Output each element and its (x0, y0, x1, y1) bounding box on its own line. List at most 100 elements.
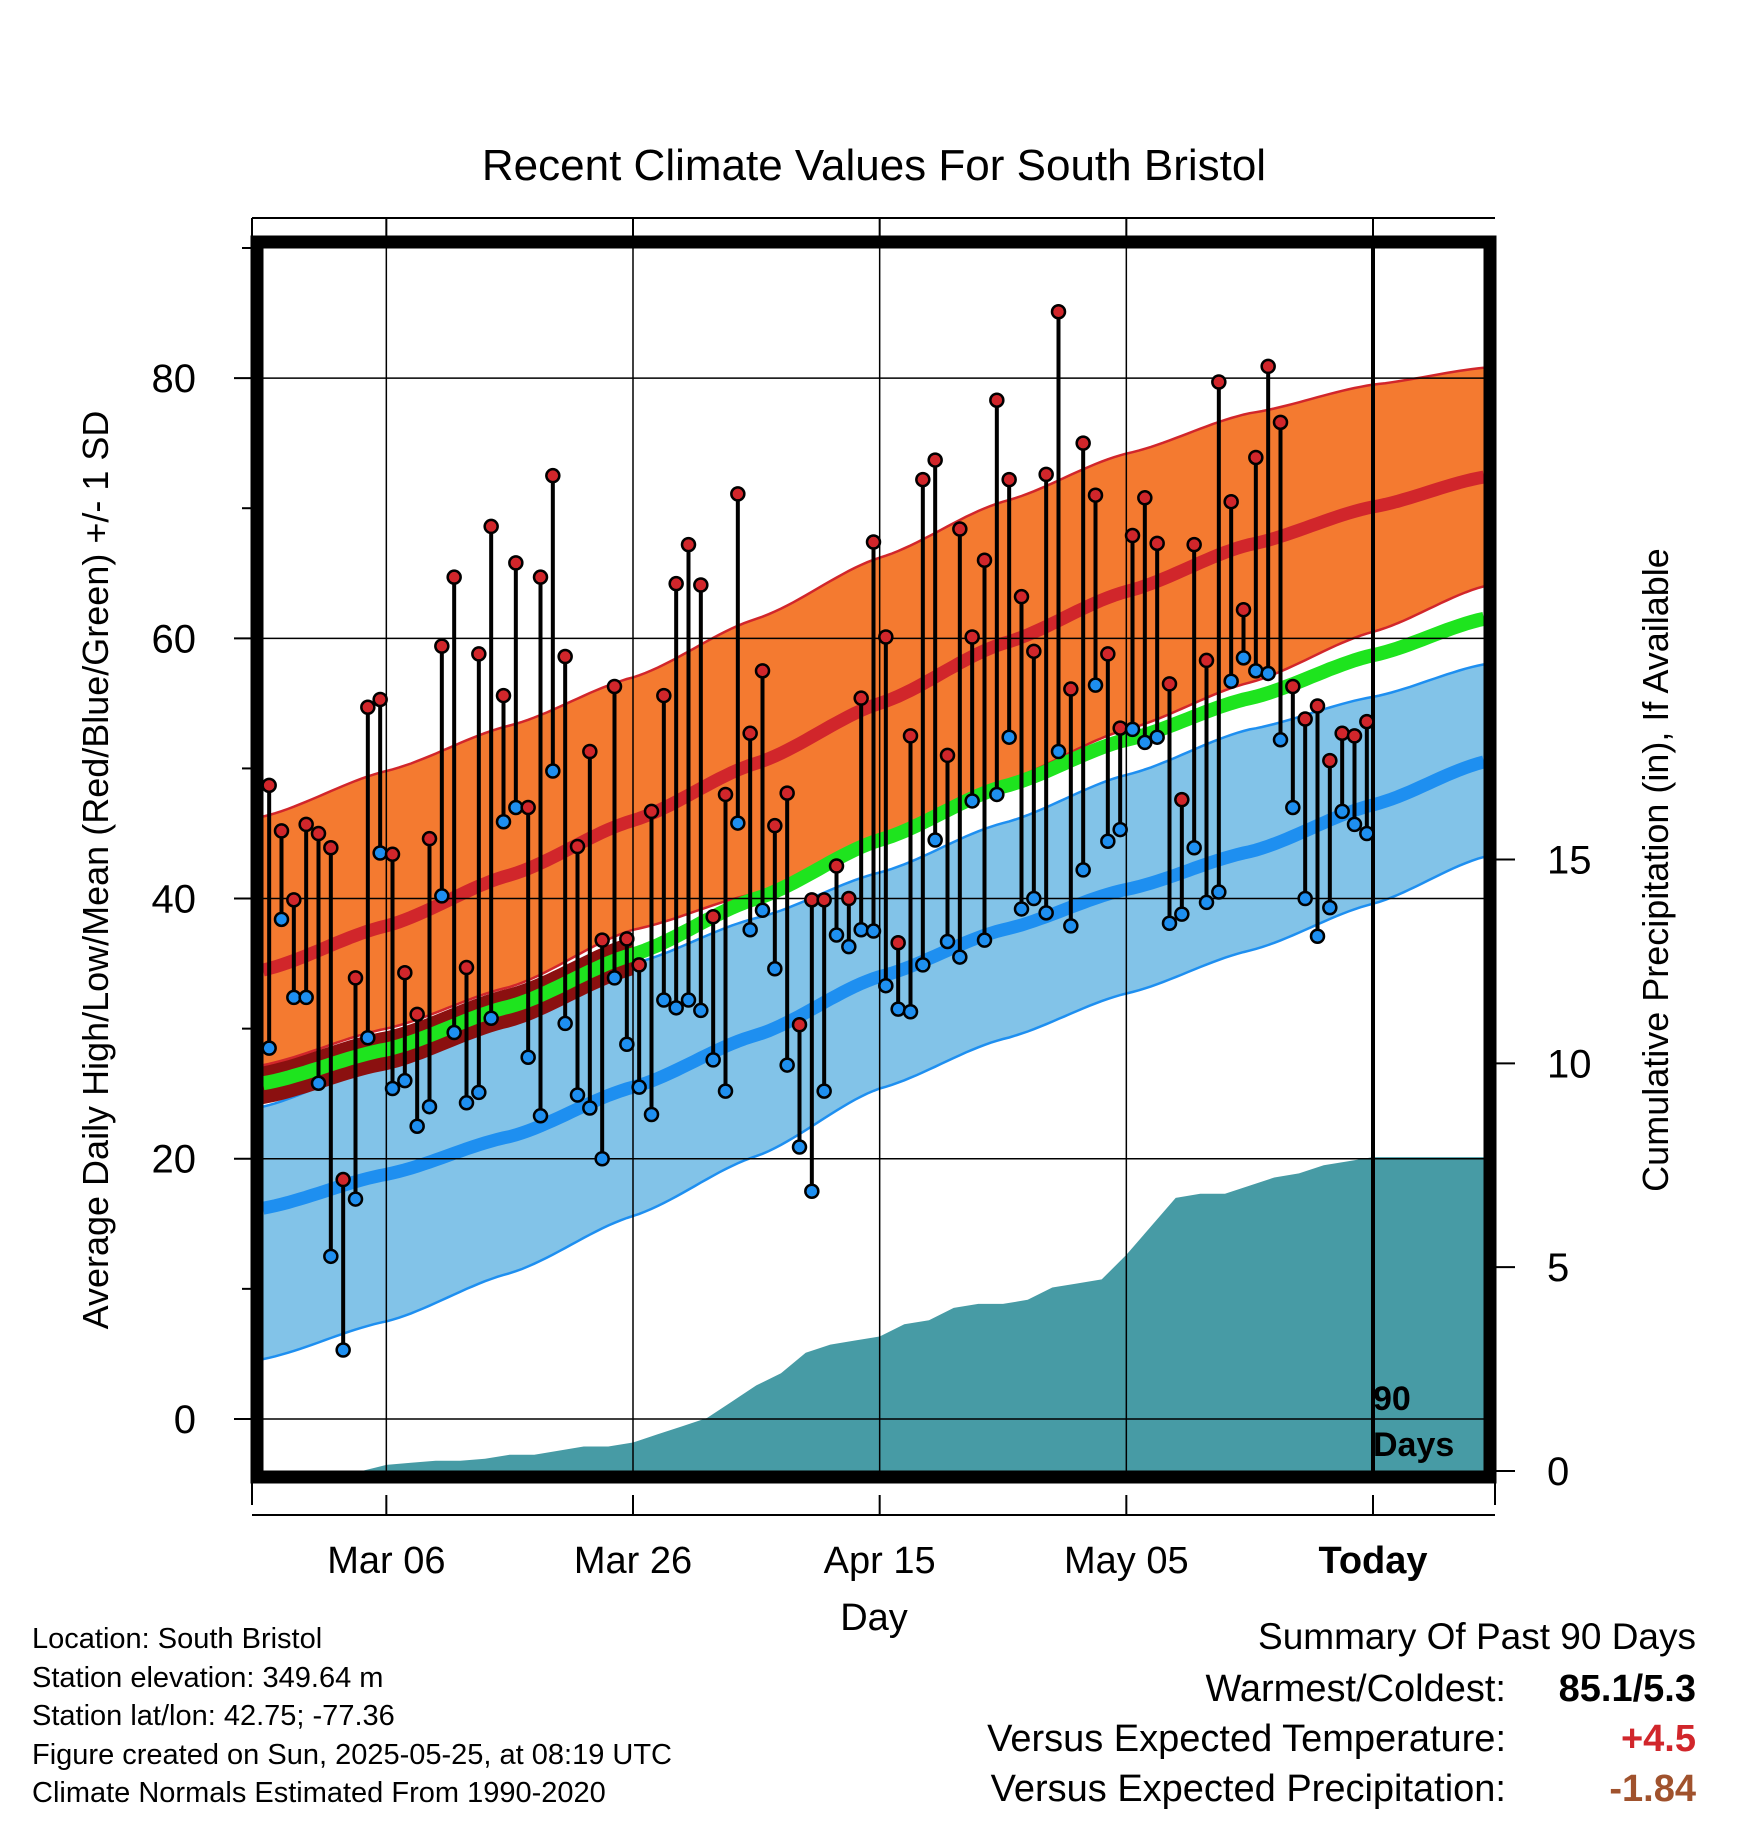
info-latlon: Station lat/lon: 42.75; -77.36 (32, 1700, 395, 1732)
obs-high-38 (730, 486, 746, 502)
obs-low-50 (878, 977, 894, 994)
obs-high-12 (409, 1006, 425, 1023)
obs-low-77 (1211, 884, 1227, 900)
obs-low-24 (557, 1015, 573, 1032)
obs-high-76 (1198, 652, 1215, 669)
obs-low-43 (791, 1139, 808, 1155)
obs-low-73 (1161, 915, 1178, 932)
obs-low-13 (421, 1098, 438, 1115)
obs-low-3 (298, 989, 314, 1006)
summary-title: Summary Of Past 90 Days (1258, 1616, 1696, 1657)
obs-high-4 (310, 825, 327, 842)
obs-low-22 (532, 1108, 549, 1124)
obs-low-86 (1322, 899, 1338, 916)
y2-tick-label-0: 0 (1547, 1450, 1569, 1494)
obs-high-89 (1359, 713, 1375, 730)
obs-low-39 (742, 922, 758, 938)
obs-high-37 (717, 786, 734, 803)
obs-low-36 (705, 1052, 721, 1068)
obs-low-25 (569, 1087, 586, 1103)
obs-high-62 (1026, 643, 1042, 660)
low-sd-band (263, 664, 1484, 1360)
obs-low-70 (1124, 721, 1141, 738)
obs-high-59 (989, 392, 1005, 408)
obs-low-76 (1198, 894, 1215, 911)
obs-high-86 (1322, 752, 1338, 769)
obs-high-67 (1087, 487, 1104, 503)
obs-high-5 (323, 840, 339, 856)
obs-high-55 (939, 747, 956, 764)
obs-high-36 (705, 908, 721, 925)
obs-high-54 (927, 452, 943, 468)
obs-low-17 (471, 1084, 487, 1101)
obs-high-29 (619, 931, 635, 947)
obs-low-7 (347, 1191, 364, 1207)
plot-frame (250, 235, 1497, 1484)
warmest-coldest-label: Warmest/Coldest: (1205, 1668, 1506, 1710)
obs-high-22 (532, 569, 549, 585)
obs-low-1 (273, 911, 290, 928)
obs-low-42 (779, 1057, 795, 1073)
obs-high-63 (1038, 466, 1054, 483)
obs-high-46 (828, 858, 845, 874)
obs-high-44 (804, 892, 820, 908)
obs-low-75 (1186, 840, 1202, 856)
obs-high-42 (779, 785, 795, 801)
obs-high-79 (1235, 601, 1252, 618)
obs-high-88 (1346, 728, 1363, 744)
precip-label: Versus Expected Precipitation: (990, 1768, 1506, 1810)
obs-low-4 (310, 1075, 327, 1092)
y2-tick-label-5: 5 (1547, 1246, 1569, 1290)
obs-high-40 (754, 663, 771, 679)
y-tick-label-80: 80 (152, 357, 197, 401)
obs-low-88 (1346, 816, 1363, 833)
warmest-coldest-value: 85.1/5.3 (1558, 1668, 1696, 1710)
obs-high-2 (286, 892, 302, 908)
obs-high-83 (1285, 678, 1301, 695)
obs-high-8 (360, 699, 376, 716)
obs-high-84 (1297, 711, 1313, 727)
obs-low-52 (902, 1003, 919, 1020)
obs-low-59 (989, 786, 1005, 803)
obs-high-23 (545, 467, 561, 484)
obs-low-83 (1285, 799, 1301, 816)
obs-high-24 (557, 648, 573, 665)
x-tick-label-3: May 05 (1064, 1540, 1189, 1582)
obs-low-54 (927, 832, 943, 848)
obs-low-65 (1063, 918, 1079, 934)
obs-high-50 (878, 629, 894, 645)
obs-high-10 (384, 846, 401, 863)
obs-high-69 (1112, 720, 1128, 736)
obs-high-51 (890, 935, 906, 951)
obs-low-56 (952, 949, 968, 965)
summary-temp: Versus Expected Temperature: +4.5 (987, 1714, 1696, 1764)
obs-high-16 (458, 959, 475, 976)
obs-low-20 (508, 799, 524, 816)
obs-high-0 (263, 777, 277, 794)
obs-low-48 (853, 922, 869, 938)
precip-area (263, 1157, 1484, 1471)
obs-high-3 (298, 816, 314, 833)
obs-low-27 (594, 1150, 610, 1167)
obs-low-53 (915, 957, 931, 973)
summary-panel: Summary Of Past 90 Days Warmest/Coldest:… (987, 1612, 1696, 1814)
obs-low-66 (1075, 862, 1091, 878)
obs-low-6 (335, 1342, 351, 1358)
x-tick-label-1: Mar 26 (574, 1540, 692, 1582)
obs-high-74 (1174, 791, 1190, 808)
obs-low-19 (495, 814, 512, 830)
obs-high-31 (643, 803, 660, 820)
obs-high-49 (865, 534, 882, 550)
obs-low-26 (582, 1100, 598, 1116)
obs-high-72 (1149, 535, 1165, 552)
y2-axis-label: Cumulative Precipitation (in), If Availa… (1635, 548, 1676, 1192)
obs-low-35 (693, 1002, 709, 1019)
obs-high-15 (446, 569, 462, 585)
obs-low-14 (434, 888, 450, 904)
info-elevation: Station elevation: 349.64 m (32, 1661, 384, 1694)
obs-high-13 (421, 830, 438, 847)
obs-low-0 (263, 1040, 277, 1056)
obs-high-43 (791, 1016, 808, 1033)
obs-high-78 (1223, 493, 1239, 510)
obs-low-16 (458, 1095, 475, 1111)
